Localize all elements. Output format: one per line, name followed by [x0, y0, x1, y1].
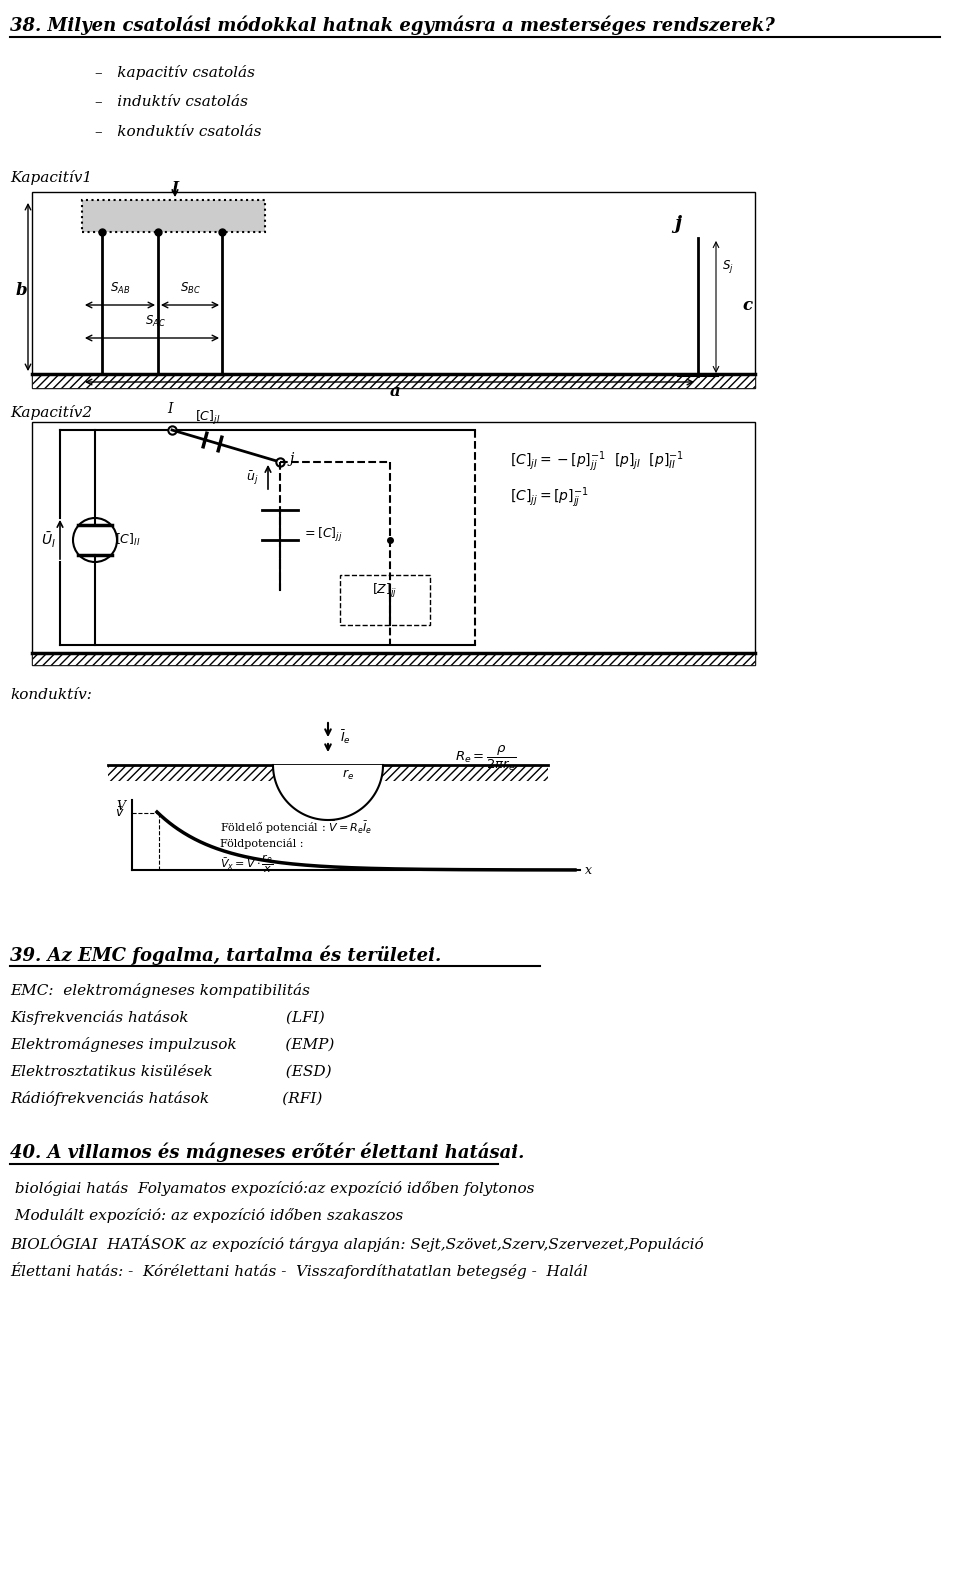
Text: x: x: [585, 863, 592, 876]
Text: –   kapacitív csatolás: – kapacitív csatolás: [95, 65, 255, 80]
Text: $\bar{U}_I$: $\bar{U}_I$: [40, 530, 56, 549]
Text: EMC:  elektromágneses kompatibilitás: EMC: elektromágneses kompatibilitás: [10, 983, 310, 997]
Text: $\bar{u}_j$: $\bar{u}_j$: [246, 469, 258, 486]
Bar: [32, 374, 755, 388]
Text: $[C]_{jj} = [p]_{jj}^{-1}$: $[C]_{jj} = [p]_{jj}^{-1}$: [510, 486, 588, 510]
Text: Kisfrekvenciás hatások                    (LFI): Kisfrekvenciás hatások (LFI): [10, 1010, 324, 1026]
Text: $[C]_{jI}$: $[C]_{jI}$: [195, 409, 221, 428]
Text: $[C]_{jI} = -[p]_{jj}^{-1}\ \ [p]_{jI}\ \ [p]_{II}^{-1}$: $[C]_{jI} = -[p]_{jj}^{-1}\ \ [p]_{jI}\ …: [510, 450, 684, 475]
Text: j: j: [290, 451, 295, 466]
Text: $\bar{v}$: $\bar{v}$: [115, 806, 125, 819]
Text: $S_{AB}$: $S_{AB}$: [109, 281, 131, 297]
Text: Rádiófrekvenciás hatások               (RFI): Rádiófrekvenciás hatások (RFI): [10, 1090, 323, 1106]
Text: Élettani hatás: -  Kórélettani hatás -  Visszafordíthatatlan betegség -  Halál: Élettani hatás: - Kórélettani hatás - Vi…: [10, 1262, 588, 1280]
Text: $=[C]_{jj}$: $=[C]_{jj}$: [302, 525, 343, 544]
Text: konduktív:: konduktív:: [10, 688, 92, 702]
Text: $S_{AC}$: $S_{AC}$: [145, 314, 165, 328]
Text: $R_e = \dfrac{\rho}{2\pi r_e}$: $R_e = \dfrac{\rho}{2\pi r_e}$: [455, 743, 516, 773]
Polygon shape: [273, 765, 383, 821]
Text: Elektromágneses impulzusok          (EMP): Elektromágneses impulzusok (EMP): [10, 1037, 334, 1053]
Text: –   induktív csatolás: – induktív csatolás: [95, 95, 248, 109]
Bar: [340, 574, 430, 625]
Bar: [82, 200, 265, 232]
Text: I: I: [172, 181, 179, 196]
Text: Földpotenciál :: Földpotenciál :: [220, 838, 303, 849]
Text: b: b: [16, 281, 28, 298]
Text: biológiai hatás  Folyamatos expozíció:az expozíció időben folytonos: biológiai hatás Folyamatos expozíció:az …: [10, 1180, 535, 1196]
Text: 39. Az EMC fogalma, tartalma és területei.: 39. Az EMC fogalma, tartalma és területe…: [10, 945, 442, 964]
Text: c: c: [742, 297, 752, 314]
Text: BIOLÓGIAI  HATÁSOK az expozíció tárgya alapján: Sejt,Szövet,Szerv,Szervezet,Popu: BIOLÓGIAI HATÁSOK az expozíció tárgya al…: [10, 1236, 704, 1251]
Text: Modulált expozíció: az expozíció időben szakaszos: Modulált expozíció: az expozíció időben …: [10, 1209, 403, 1223]
Text: $[Z]_{jj}$: $[Z]_{jj}$: [372, 582, 397, 600]
Text: $r_e$: $r_e$: [342, 768, 354, 783]
Text: $\bar{I}_e$: $\bar{I}_e$: [340, 727, 350, 746]
Bar: [32, 421, 755, 664]
Text: 38. Milyen csatolási módokkal hatnak egymásra a mesterséges rendszerek?: 38. Milyen csatolási módokkal hatnak egy…: [10, 16, 775, 35]
Bar: [32, 653, 755, 664]
Text: 40. A villamos és mágneses erőtér élettani hatásai.: 40. A villamos és mágneses erőtér életta…: [10, 1142, 524, 1163]
Bar: [108, 765, 548, 781]
Bar: [32, 193, 755, 388]
Text: I: I: [167, 402, 173, 417]
Text: j: j: [675, 215, 682, 234]
Text: V: V: [116, 800, 125, 813]
Text: a: a: [390, 383, 400, 399]
Text: –   konduktív csatolás: – konduktív csatolás: [95, 125, 261, 139]
Text: Elektrosztatikus kisülések               (ESD): Elektrosztatikus kisülések (ESD): [10, 1064, 331, 1078]
Text: $S_{BC}$: $S_{BC}$: [180, 281, 201, 297]
Text: Kapacitív2: Kapacitív2: [10, 406, 92, 420]
Text: $S_j$: $S_j$: [722, 257, 733, 275]
Text: $\bar{V}_x = \bar{V} \cdot \dfrac{r_e}{x}$: $\bar{V}_x = \bar{V} \cdot \dfrac{r_e}{x…: [220, 854, 274, 876]
Text: $[C]_{II}$: $[C]_{II}$: [115, 532, 140, 548]
Text: Kapacitív1: Kapacitív1: [10, 170, 92, 185]
Text: Földelő potenciál : $\bar{V} = R_e\bar{I}_e$: Földelő potenciál : $\bar{V} = R_e\bar{I…: [220, 821, 372, 836]
